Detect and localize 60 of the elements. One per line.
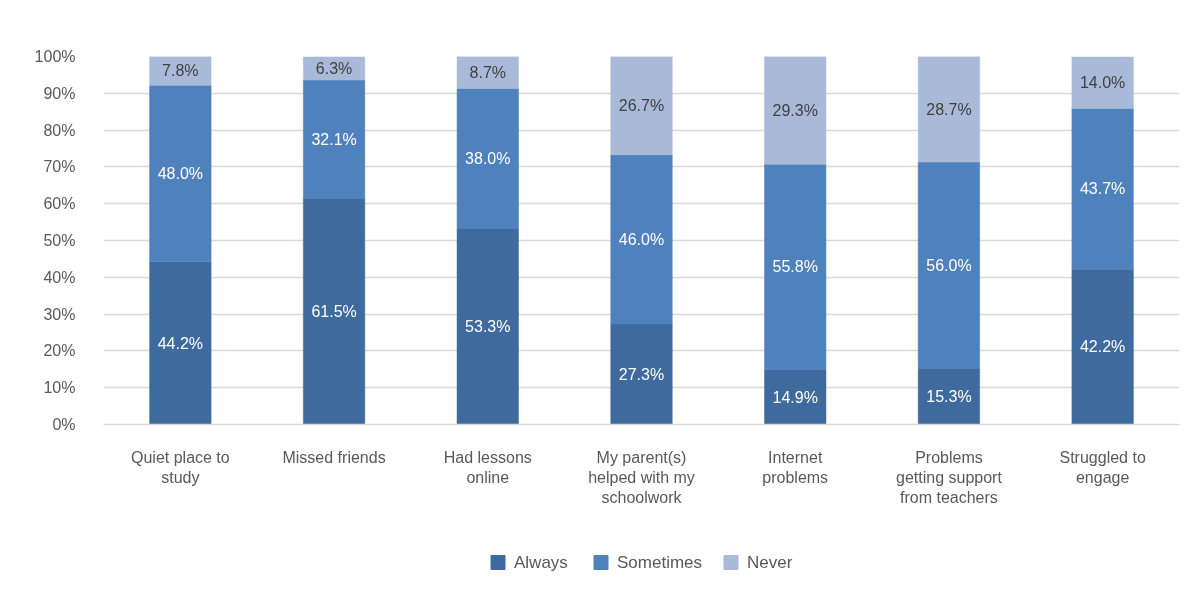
bar	[1071, 268, 1134, 425]
x-tick-label: Had lessons online	[443, 448, 532, 486]
bar	[303, 197, 366, 425]
data-label: 61.5%	[311, 302, 357, 320]
bar	[764, 56, 827, 165]
data-label: 27.3%	[618, 365, 665, 383]
data-label: 15.3%	[926, 387, 972, 405]
data-label: 48.0%	[157, 165, 204, 183]
bar	[149, 261, 212, 425]
y-tick-label: 20%	[43, 342, 76, 360]
bar	[1071, 108, 1134, 270]
data-label: 32.1%	[311, 130, 357, 148]
bar	[149, 84, 212, 263]
data-label: 7.8%	[162, 62, 199, 80]
y-tick-label: 80%	[43, 121, 76, 139]
data-label: 14.9%	[772, 388, 818, 406]
x-tick-label: Internet problems	[762, 448, 829, 486]
bar	[610, 154, 673, 325]
x-tick-label: Missed friends	[282, 448, 386, 466]
bar	[917, 56, 980, 163]
data-label: 42.2%	[1079, 338, 1126, 356]
data-label: 46.0%	[618, 230, 665, 248]
legend-label: Sometimes	[617, 553, 703, 572]
bar	[456, 56, 519, 89]
bar	[764, 369, 827, 425]
y-tick-label: 50%	[43, 232, 76, 249]
data-label: 26.7%	[618, 97, 665, 115]
data-label: 6.3%	[315, 59, 353, 77]
data-label: 44.2%	[157, 334, 204, 352]
bar	[303, 79, 366, 199]
y-tick-label: 60%	[43, 195, 76, 213]
bar	[610, 56, 673, 156]
y-tick-label: 100%	[34, 48, 76, 65]
x-tick-label: Struggled to engage	[1059, 448, 1146, 486]
data-label: 56.0%	[926, 256, 972, 274]
data-label: 43.7%	[1079, 180, 1126, 198]
data-label: 8.7%	[469, 64, 507, 82]
y-tick-label: 0%	[52, 416, 76, 433]
data-label: 29.3%	[772, 101, 818, 119]
data-label: 55.8%	[772, 258, 818, 276]
legend-label: Never	[747, 553, 793, 572]
bar	[610, 323, 673, 425]
data-label: 38.0%	[465, 149, 511, 167]
bar	[917, 161, 980, 369]
data-label: 53.3%	[465, 317, 511, 335]
x-tick-label: Problems getting support from teachers	[896, 448, 1003, 507]
y-tick-label: 30%	[43, 305, 76, 323]
y-tick-label: 10%	[43, 379, 76, 397]
bar	[456, 228, 519, 425]
data-label: 14.0%	[1079, 74, 1126, 92]
bar	[764, 164, 827, 370]
legend-label: Always	[514, 553, 568, 572]
x-tick-label: Quiet place to study	[130, 448, 230, 486]
y-tick-label: 40%	[43, 268, 76, 286]
bar	[456, 88, 519, 229]
x-tick-label: My parent(s) helped with my schoolwork	[588, 448, 695, 507]
y-tick-label: 90%	[43, 84, 76, 102]
bar	[1071, 56, 1134, 109]
y-tick-label: 70%	[43, 158, 76, 176]
data-label: 28.7%	[926, 100, 972, 118]
